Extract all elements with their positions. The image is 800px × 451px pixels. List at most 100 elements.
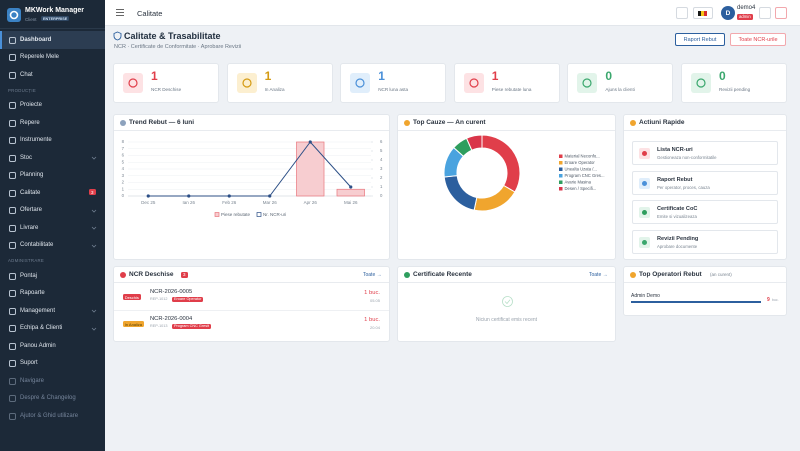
flag-stripe xyxy=(701,11,704,16)
graphic xyxy=(698,11,707,16)
sidebar-item[interactable]: Chat xyxy=(0,66,105,84)
graphic: D xyxy=(721,6,735,20)
plan-label: Client xyxy=(25,16,37,22)
graphic xyxy=(502,296,513,307)
sidebar-item[interactable]: Instrumente xyxy=(0,132,105,150)
graphic xyxy=(9,377,16,385)
notifications-button[interactable] xyxy=(676,7,688,19)
legend-label: Desen / Specifi... xyxy=(565,186,597,191)
action-item[interactable]: Lista NCR-uri Gestioneaza non-conformitat… xyxy=(632,141,778,165)
ncr-row[interactable]: Deschis NCR-2026-0005 REP-1012 Eroare Opera… xyxy=(114,285,389,311)
sidebar-item[interactable]: Dashboard xyxy=(0,31,105,49)
graphic xyxy=(120,119,126,126)
sidebar-icon xyxy=(9,71,16,79)
graphic xyxy=(630,271,636,278)
action-item[interactable]: Revizii Pending Aprobare documente xyxy=(632,229,778,254)
stat-value: 1 xyxy=(151,69,158,83)
sidebar-icon xyxy=(9,36,16,44)
logout-button[interactable] xyxy=(775,7,787,19)
actions-panel: Actiuni Rapide Lista NCR-uri Gestioneaza n… xyxy=(623,114,787,260)
sidebar-label: Management xyxy=(20,307,56,314)
sidebar-item[interactable]: Proiecte xyxy=(0,97,105,115)
sidebar-item[interactable]: Echipa & Clienti xyxy=(0,320,105,338)
action-item[interactable]: Raport Rebut Per operator, proces, cauza xyxy=(632,170,778,195)
sidebar-item[interactable]: Ofertare xyxy=(0,202,105,220)
sidebar-label: Repere xyxy=(20,119,40,126)
logo xyxy=(7,8,21,22)
sidebar-item[interactable]: Calitate 3 xyxy=(0,184,105,202)
ncr-panel: NCR Deschise 3 Toate → Deschis NCR-2026-0005… xyxy=(113,266,390,342)
line xyxy=(148,141,352,197)
y-tick-label: 4 xyxy=(122,166,125,171)
donut-slice xyxy=(473,184,516,212)
header-button[interactable]: Toate NCR-urile xyxy=(730,33,786,46)
action-item[interactable]: Certificate CoC Emite si vizualizeaza xyxy=(632,200,778,224)
graphic xyxy=(7,8,21,22)
status-badge: In Analiza xyxy=(123,321,144,328)
stat-value: 1 xyxy=(378,69,385,83)
flag-stripe xyxy=(704,11,707,16)
sidebar-item[interactable]: Rapoarte xyxy=(0,285,105,303)
panel-title: Top Cauze — An curent xyxy=(413,119,486,126)
ncr-number: NCR-2026-0005 xyxy=(150,289,193,295)
stat-icon-mark xyxy=(128,78,138,88)
graphic: Material Neconfo...Eroare Operator Unealt… xyxy=(443,134,605,212)
panel-header-divider xyxy=(114,282,389,283)
legend-swatch xyxy=(559,180,563,184)
panel-link[interactable]: Toate → xyxy=(363,272,382,278)
x-tick-label: Feb 26 xyxy=(222,200,237,205)
chevron xyxy=(91,309,97,313)
panel-title: NCR Deschise xyxy=(129,271,174,278)
header-button[interactable]: Raport Rebut xyxy=(675,33,725,46)
sidebar-icon xyxy=(9,224,16,232)
language-button[interactable] xyxy=(693,7,713,19)
panel-header-divider xyxy=(114,130,389,131)
stat-label: Ajuns la clienti xyxy=(605,87,635,92)
sidebar-item[interactable]: Repere xyxy=(0,114,105,132)
settings-button[interactable] xyxy=(759,7,771,19)
bar xyxy=(336,188,365,197)
sidebar-item[interactable]: Stoc xyxy=(0,149,105,167)
sidebar-item[interactable]: Despre & Changelog xyxy=(0,390,105,408)
graphic xyxy=(9,137,16,145)
sidebar-item[interactable]: Ajutor & Ghid utilizare xyxy=(0,407,105,425)
action-desc: Per operator, proces, cauza xyxy=(657,184,710,190)
ncr-number: NCR-2026-0004 xyxy=(150,316,193,322)
sidebar-item[interactable]: Panou Admin xyxy=(0,337,105,355)
sidebar-icon xyxy=(9,325,16,333)
stat-label: NCR Deschise xyxy=(151,87,182,92)
graphic xyxy=(9,172,16,180)
sidebar-item[interactable]: Pontaj xyxy=(0,267,105,285)
sidebar-item[interactable]: Management xyxy=(0,302,105,320)
ncr-date: 20.04 xyxy=(369,325,380,330)
sidebar-item[interactable]: Livrare xyxy=(0,219,105,237)
sidebar-item[interactable]: Contabilitate xyxy=(0,237,105,255)
graphic xyxy=(9,290,16,298)
action-desc: Aprobare documente xyxy=(657,243,698,249)
sidebar-item[interactable]: Reperele Mele xyxy=(0,49,105,67)
panel-link[interactable]: Toate → xyxy=(589,272,608,278)
sidebar-label: Planning xyxy=(20,172,44,179)
chevron xyxy=(91,327,97,331)
sidebar-item[interactable]: Planning xyxy=(0,167,105,185)
certificates-panel: Certificate Recente Toate → Niciun certifi… xyxy=(397,266,616,342)
legend-label: Material Neconfo... xyxy=(565,154,600,159)
trend-panel: Trend Rebut — 6 luni 0 1 2 3 4 5 6 7 8 0 1 2 3 4 5 6 Dec … xyxy=(113,114,390,260)
avatar-initial: D xyxy=(726,10,731,17)
empty-message: Niciun certificat emis recent xyxy=(475,317,538,323)
quantity: 1 buc. xyxy=(364,290,380,296)
ncr-row[interactable]: In Analiza NCR-2026-0004 REP-1013 Program C… xyxy=(114,312,389,338)
sidebar-item[interactable]: Navigare xyxy=(0,372,105,390)
graphic xyxy=(116,9,124,16)
graphic xyxy=(91,327,97,331)
quantity-value: 1 xyxy=(364,316,368,323)
y2-tick-label: 0 xyxy=(380,193,383,198)
graphic xyxy=(463,73,484,93)
stat-icon xyxy=(236,73,257,93)
line-point xyxy=(146,194,150,198)
graphic xyxy=(9,36,16,44)
panel-icon xyxy=(120,271,126,278)
graphic xyxy=(236,73,257,93)
x-tick-label: Ian 26 xyxy=(182,200,195,205)
sidebar-item[interactable]: Suport xyxy=(0,355,105,373)
